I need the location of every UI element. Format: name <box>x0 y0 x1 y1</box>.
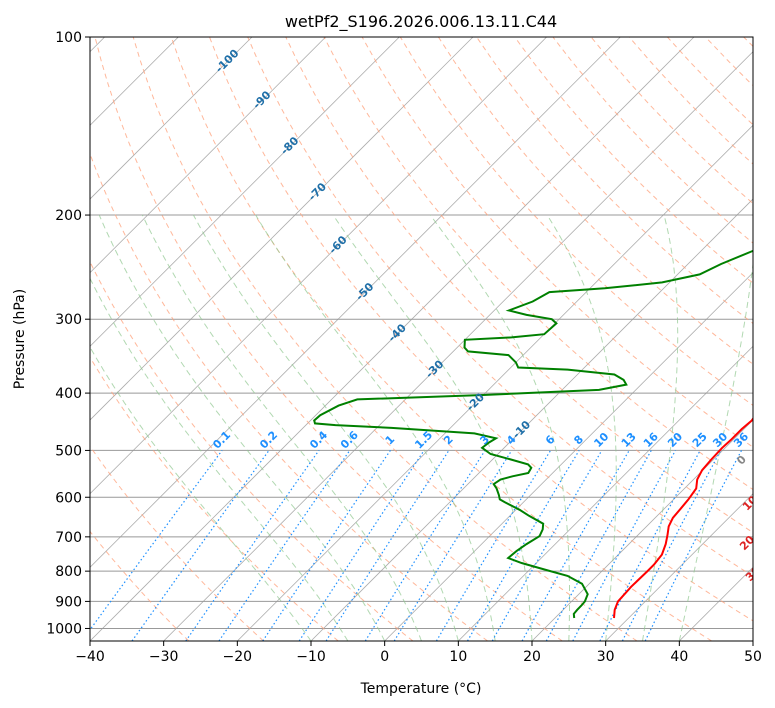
isotherm-line <box>531 419 753 641</box>
mixing-ratio-line <box>90 450 223 631</box>
isotherm-line <box>90 37 547 495</box>
isotherm-line <box>752 640 753 641</box>
mixing-ratio-line <box>262 450 391 641</box>
moist-adiabat-line <box>90 346 312 641</box>
isotherm-line <box>458 345 753 641</box>
y-tick-label: 600 <box>55 490 82 506</box>
y-tick-label: 100 <box>55 30 82 46</box>
temperature-profile-line <box>613 416 753 619</box>
mixing-ratio-line <box>298 450 425 641</box>
isotherm-line <box>384 272 753 641</box>
moist-adiabat-line <box>98 214 386 641</box>
mixing-ratio-line <box>644 450 743 641</box>
y-tick-label: 200 <box>55 208 82 224</box>
isotherm-line <box>90 37 326 274</box>
y-tick-label: 800 <box>55 564 82 580</box>
mixing-ratio-line <box>325 450 450 641</box>
mixing-ratio-line <box>131 450 270 641</box>
x-tick-label: 0 <box>380 649 389 665</box>
mixing-ratio-line <box>218 450 351 641</box>
mixing-ratio-line <box>572 450 677 641</box>
dry-adiabat-line <box>94 37 563 641</box>
y-tick-label: 900 <box>55 594 82 610</box>
mixing-ratio-line <box>521 450 630 641</box>
isotherm-line <box>90 37 253 200</box>
x-tick-label: 40 <box>670 649 688 665</box>
x-tick-label: −20 <box>223 649 253 665</box>
x-tick-label: −10 <box>296 649 326 665</box>
dry-adiabat-line <box>247 37 753 577</box>
dry-adiabat-line <box>514 37 753 284</box>
moist-adiabat-line <box>429 214 571 641</box>
dry-adiabat-line <box>90 356 339 641</box>
isotherm-line <box>605 493 753 641</box>
dry-adiabat-line <box>90 530 190 641</box>
mixing-ratio-line <box>621 450 722 641</box>
y-tick-label: 300 <box>55 312 82 328</box>
plot-frame <box>89 36 754 642</box>
moist-adiabat-line <box>141 214 422 641</box>
plot-background <box>90 37 753 641</box>
moist-adiabat-line <box>332 214 533 641</box>
isotherm-line <box>237 124 753 641</box>
y-tick-label: 400 <box>55 386 82 402</box>
isotherm-line <box>90 37 621 568</box>
x-axis: −40 −30 −20 −10 0 10 20 30 40 50 <box>75 641 762 665</box>
x-tick-label: 50 <box>744 649 762 665</box>
mixing-ratio-line <box>393 450 513 641</box>
isotherm-line <box>90 37 695 641</box>
dry-adiabat-line <box>90 152 488 641</box>
isotherm-line <box>90 37 474 421</box>
mixing-ratio-line <box>545 450 652 641</box>
moist-adiabat-line <box>192 214 459 641</box>
moist-adiabat-line <box>642 214 679 641</box>
dry-adiabat-line <box>399 37 753 407</box>
dry-adiabat-line <box>209 37 753 622</box>
x-tick-label: 30 <box>597 649 615 665</box>
y-axis: 100 200 300 400 500 600 700 800 900 1000 <box>46 30 90 637</box>
dry-adiabat-label: 40 <box>756 595 775 615</box>
y-tick-label: 1000 <box>46 621 82 637</box>
x-tick-label: −30 <box>149 649 179 665</box>
dry-adiabat-line <box>90 445 264 641</box>
mixing-ratio-line <box>185 450 320 641</box>
chart-title: wetPf2_S196.2026.006.13.11.C44 <box>285 12 557 32</box>
dry-adiabat-line <box>90 260 414 641</box>
x-tick-label: 20 <box>523 649 541 665</box>
x-tick-label: 10 <box>449 649 467 665</box>
x-tick-label: −40 <box>75 649 105 665</box>
y-axis-title: Pressure (hPa) <box>12 289 28 389</box>
moist-adiabat-line <box>546 214 617 641</box>
dry-adiabat-line <box>285 37 753 534</box>
background-lines <box>90 37 753 641</box>
y-tick-label: 700 <box>55 530 82 546</box>
dry-adiabat-line <box>170 37 712 641</box>
dry-adiabat-line <box>132 37 638 641</box>
moist-adiabat-line <box>678 260 753 641</box>
dry-adiabat-label: 30 <box>743 564 763 584</box>
y-tick-label: 500 <box>55 443 82 459</box>
isotherm-line <box>90 37 400 347</box>
x-axis-title: Temperature (°C) <box>360 681 482 697</box>
